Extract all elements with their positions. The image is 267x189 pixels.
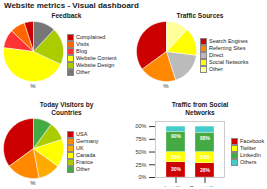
html-text:Website metrics - Visual dashb: Website metrics - Visual dashboard: [4, 1, 139, 10]
html-text:Germany: Germany: [76, 138, 99, 144]
svg-text:25%: 25%: [135, 162, 146, 168]
svg-text:100%: 100%: [135, 123, 147, 129]
svg-text:Last Year: Last Year: [165, 185, 188, 187]
html-text:Direct: Direct: [209, 51, 224, 58]
html-text:Other: Other: [76, 166, 90, 172]
svg-text:50%: 50%: [171, 154, 182, 160]
html-text:Canada: Canada: [76, 152, 96, 158]
html-text:Traffic Sources: Traffic Sources: [176, 12, 224, 19]
html-text:Social Networks: Social Networks: [209, 58, 249, 65]
html-text:Search Engines: Search Engines: [209, 37, 248, 44]
html-text:Other: Other: [209, 65, 223, 72]
html-text:Feedback: Feedback: [51, 12, 82, 19]
svg-text:88%: 88%: [200, 135, 211, 141]
html-text:Facebook: Facebook: [240, 138, 265, 144]
svg-text:90%: 90%: [171, 133, 182, 139]
html-text:Complained: Complained: [76, 34, 106, 40]
html-text:Blog: Blog: [76, 48, 87, 54]
html-text:UK: UK: [76, 145, 84, 151]
html-text:Others: Others: [240, 159, 257, 165]
svg-text:Current Year: Current Year: [190, 185, 221, 187]
html-text:Today Visitors by Countries: Today Visitors by Countries: [39, 101, 94, 116]
svg-text:75%: 75%: [135, 136, 146, 142]
svg-text:28%: 28%: [200, 167, 211, 173]
html-text:USA: USA: [76, 131, 88, 137]
html-text:Other: Other: [76, 69, 90, 75]
html-text:France: France: [76, 159, 94, 165]
svg-text:30%: 30%: [171, 166, 182, 172]
html-text:Twitter: Twitter: [240, 145, 257, 151]
html-text:Traffic from Social Networks: Traffic from Social Networks: [171, 101, 229, 116]
svg-text:50%: 50%: [135, 149, 146, 155]
html-text:Website Content: Website Content: [76, 55, 117, 61]
html-text:Referring Sites: Referring Sites: [209, 44, 246, 51]
html-text:Website Design: Website Design: [76, 62, 115, 68]
html-text:Visits: Visits: [76, 41, 89, 47]
svg-text:50%: 50%: [200, 154, 211, 160]
html-text:LinkedIn: LinkedIn: [240, 152, 261, 158]
svg-text:0%: 0%: [139, 174, 147, 180]
